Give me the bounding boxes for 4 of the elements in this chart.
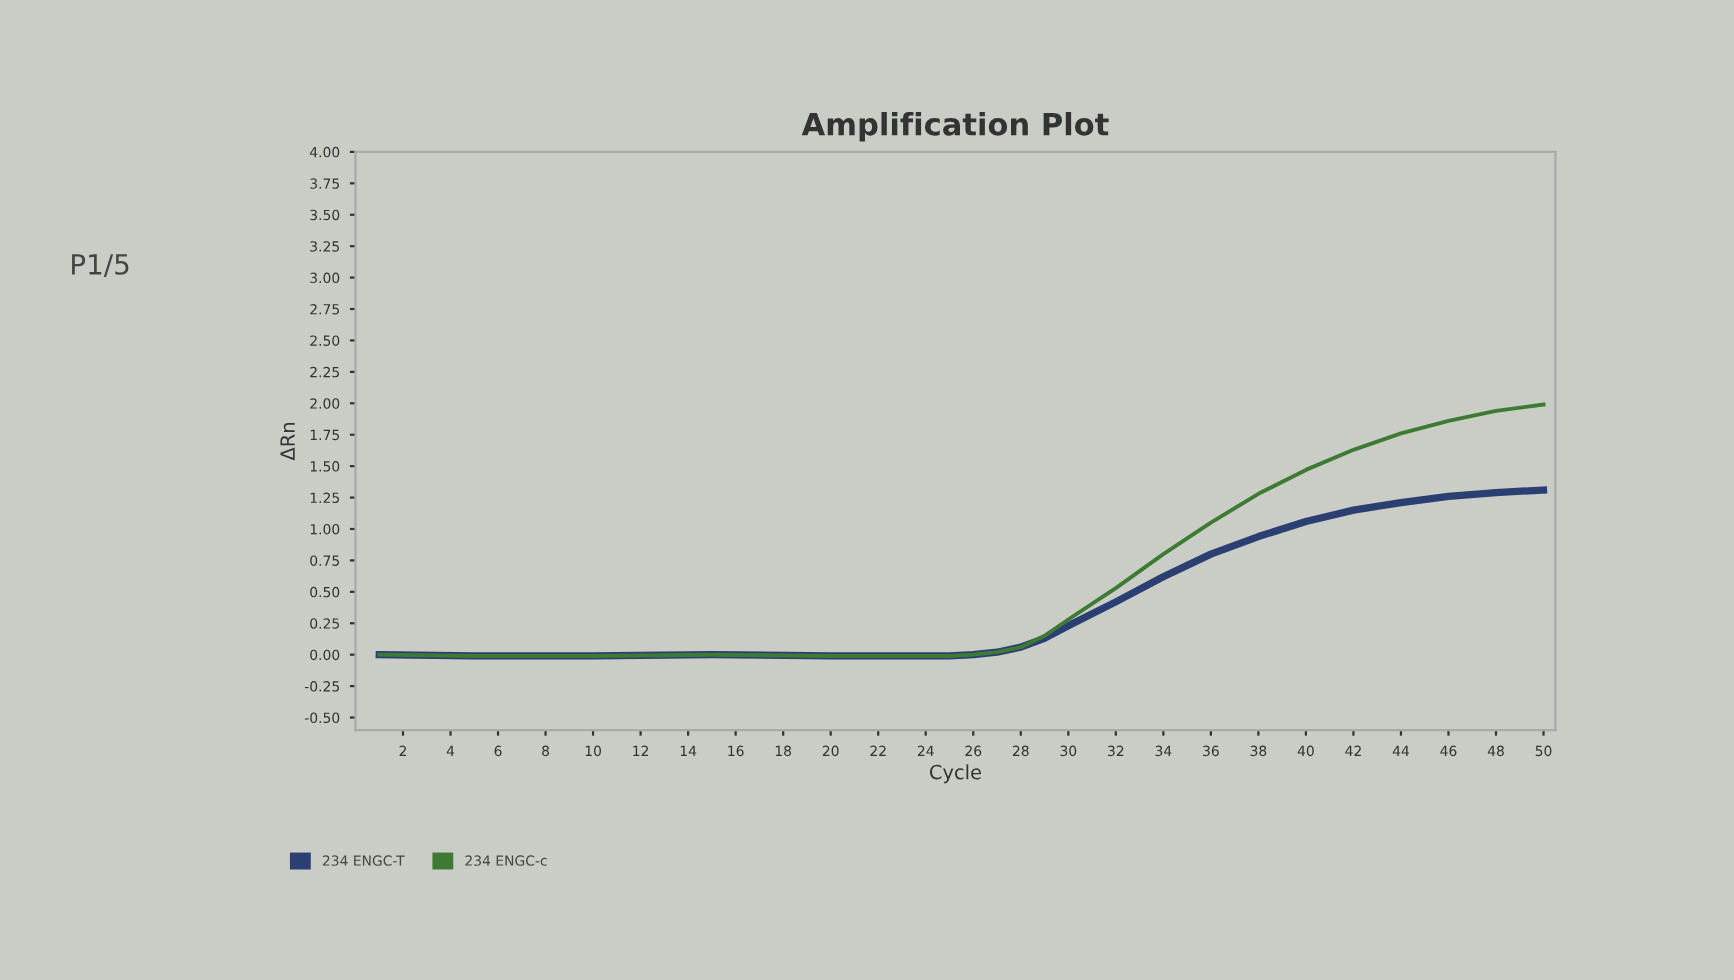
y-axis-title: ΔRn xyxy=(280,423,295,461)
text: P1/5 xyxy=(72,254,129,277)
x-axis-title: Cycle xyxy=(929,764,981,784)
chart-title: Amplification Plot xyxy=(801,112,1109,142)
